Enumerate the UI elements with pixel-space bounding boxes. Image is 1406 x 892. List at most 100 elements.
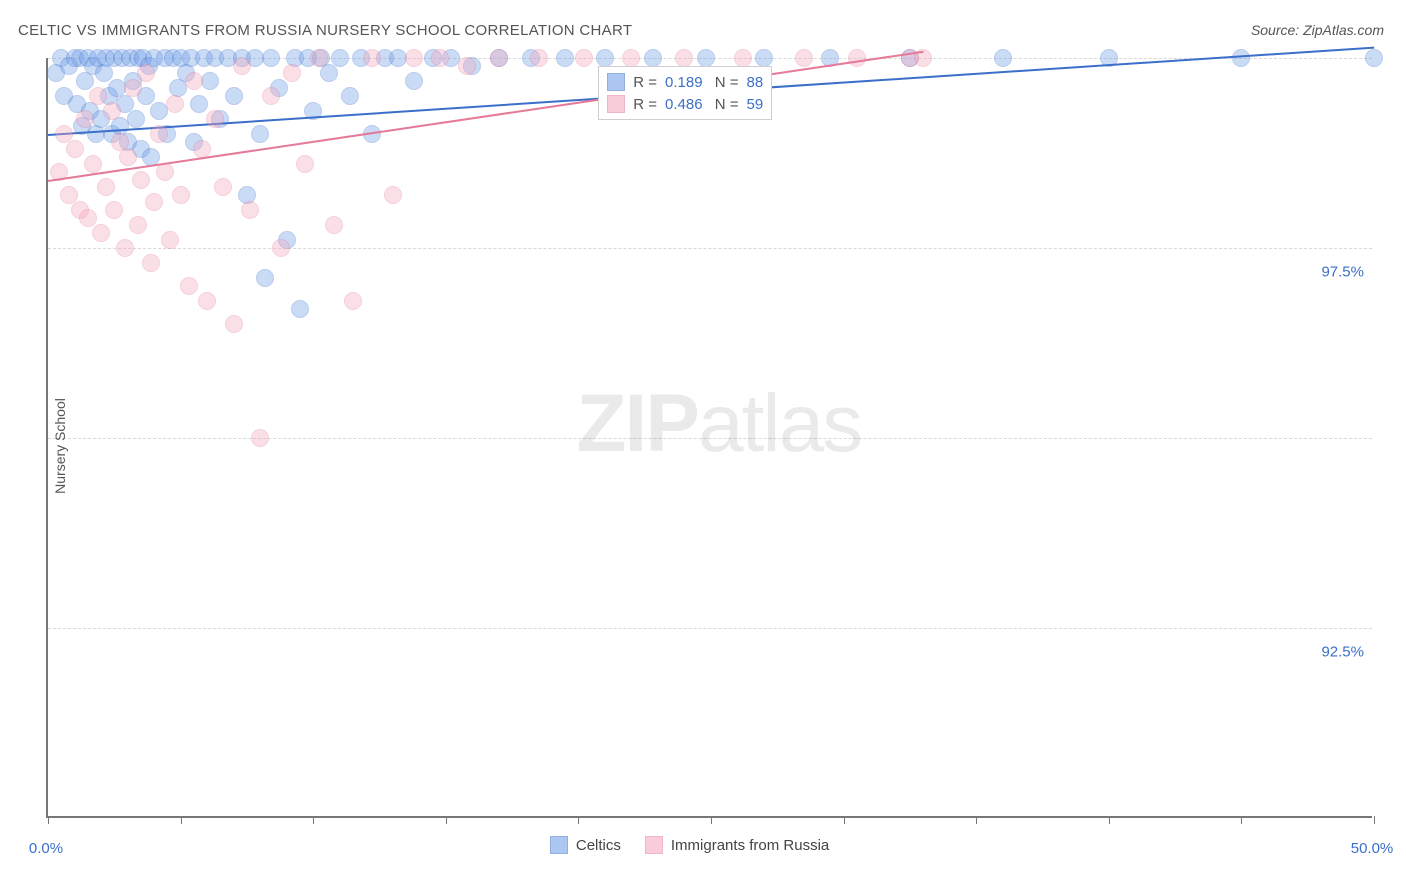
scatter-point xyxy=(405,49,423,67)
scatter-point xyxy=(296,155,314,173)
x-tick xyxy=(578,816,579,824)
scatter-point xyxy=(214,178,232,196)
stat-r-value: 0.189 xyxy=(665,74,703,91)
scatter-point xyxy=(127,110,145,128)
scatter-point xyxy=(251,125,269,143)
scatter-point xyxy=(198,292,216,310)
stat-n-value: 59 xyxy=(747,96,764,113)
gridline xyxy=(48,628,1372,629)
legend-swatch xyxy=(550,836,568,854)
x-tick xyxy=(1109,816,1110,824)
x-tick xyxy=(1374,816,1375,824)
scatter-point xyxy=(848,49,866,67)
scatter-point xyxy=(241,201,259,219)
scatter-point xyxy=(310,49,328,67)
legend-item: Immigrants from Russia xyxy=(645,836,829,854)
plot-area: 92.5%97.5%R =0.189 N =88R =0.486 N =59 xyxy=(46,58,1372,818)
scatter-point xyxy=(256,269,274,287)
legend-swatch xyxy=(607,73,625,91)
scatter-point xyxy=(363,49,381,67)
scatter-point xyxy=(84,155,102,173)
scatter-point xyxy=(320,64,338,82)
scatter-point xyxy=(97,178,115,196)
scatter-point xyxy=(66,140,84,158)
scatter-point xyxy=(76,110,94,128)
x-tick-label: 50.0% xyxy=(1351,840,1394,857)
scatter-point xyxy=(755,49,773,67)
legend-label: Celtics xyxy=(576,837,621,854)
scatter-point xyxy=(124,79,142,97)
scatter-point xyxy=(262,87,280,105)
scatter-point xyxy=(490,49,508,67)
x-tick xyxy=(976,816,977,824)
x-tick xyxy=(48,816,49,824)
scatter-point xyxy=(994,49,1012,67)
scatter-point xyxy=(132,171,150,189)
scatter-point xyxy=(291,300,309,318)
scatter-point xyxy=(530,49,548,67)
stat-n-value: 88 xyxy=(747,74,764,91)
scatter-point xyxy=(325,216,343,234)
x-tick xyxy=(313,816,314,824)
scatter-point xyxy=(161,231,179,249)
x-tick xyxy=(844,816,845,824)
scatter-point xyxy=(233,57,251,75)
scatter-point xyxy=(644,49,662,67)
scatter-point xyxy=(795,49,813,67)
stats-row: R = 0.189 N = 88 xyxy=(607,71,763,93)
scatter-point xyxy=(556,49,574,67)
gridline xyxy=(48,248,1372,249)
scatter-point xyxy=(734,49,752,67)
scatter-point xyxy=(458,57,476,75)
stat-r-value: 0.486 xyxy=(665,96,703,113)
bottom-legend: Celtics Immigrants from Russia xyxy=(550,836,829,854)
stat-r-label: R = xyxy=(633,96,657,113)
source-label: Source: ZipAtlas.com xyxy=(1251,22,1384,38)
y-axis-label: Nursery School xyxy=(52,398,68,494)
x-tick xyxy=(446,816,447,824)
scatter-point xyxy=(119,148,137,166)
scatter-point xyxy=(129,216,147,234)
legend-item: Celtics xyxy=(550,836,621,854)
scatter-point xyxy=(79,209,97,227)
x-tick xyxy=(711,816,712,824)
scatter-point xyxy=(596,49,614,67)
scatter-point xyxy=(405,72,423,90)
scatter-point xyxy=(95,64,113,82)
x-tick xyxy=(181,816,182,824)
stats-box: R = 0.189 N = 88 R = 0.486 N = 59 xyxy=(598,66,772,120)
scatter-point xyxy=(201,72,219,90)
scatter-point xyxy=(142,254,160,272)
scatter-point xyxy=(622,49,640,67)
scatter-point xyxy=(150,125,168,143)
scatter-point xyxy=(262,49,280,67)
scatter-point xyxy=(225,315,243,333)
gridline xyxy=(48,438,1372,439)
x-tick xyxy=(1241,816,1242,824)
x-tick-label: 0.0% xyxy=(29,840,63,857)
scatter-point xyxy=(206,110,224,128)
scatter-point xyxy=(431,49,449,67)
scatter-point xyxy=(180,277,198,295)
scatter-point xyxy=(331,49,349,67)
legend-swatch xyxy=(607,95,625,113)
scatter-point xyxy=(697,49,715,67)
scatter-point xyxy=(137,64,155,82)
chart-title: CELTIC VS IMMIGRANTS FROM RUSSIA NURSERY… xyxy=(18,22,632,39)
scatter-point xyxy=(105,201,123,219)
y-tick-label: 92.5% xyxy=(1321,644,1364,661)
scatter-point xyxy=(344,292,362,310)
scatter-point xyxy=(92,224,110,242)
stat-n-label: N = xyxy=(711,74,739,91)
stat-n-label: N = xyxy=(711,96,739,113)
scatter-point xyxy=(185,72,203,90)
scatter-point xyxy=(1365,49,1383,67)
stat-r-label: R = xyxy=(633,74,657,91)
scatter-point xyxy=(89,87,107,105)
legend-swatch xyxy=(645,836,663,854)
scatter-point xyxy=(272,239,290,257)
scatter-point xyxy=(675,49,693,67)
scatter-point xyxy=(283,64,301,82)
scatter-point xyxy=(103,102,121,120)
scatter-point xyxy=(172,186,190,204)
